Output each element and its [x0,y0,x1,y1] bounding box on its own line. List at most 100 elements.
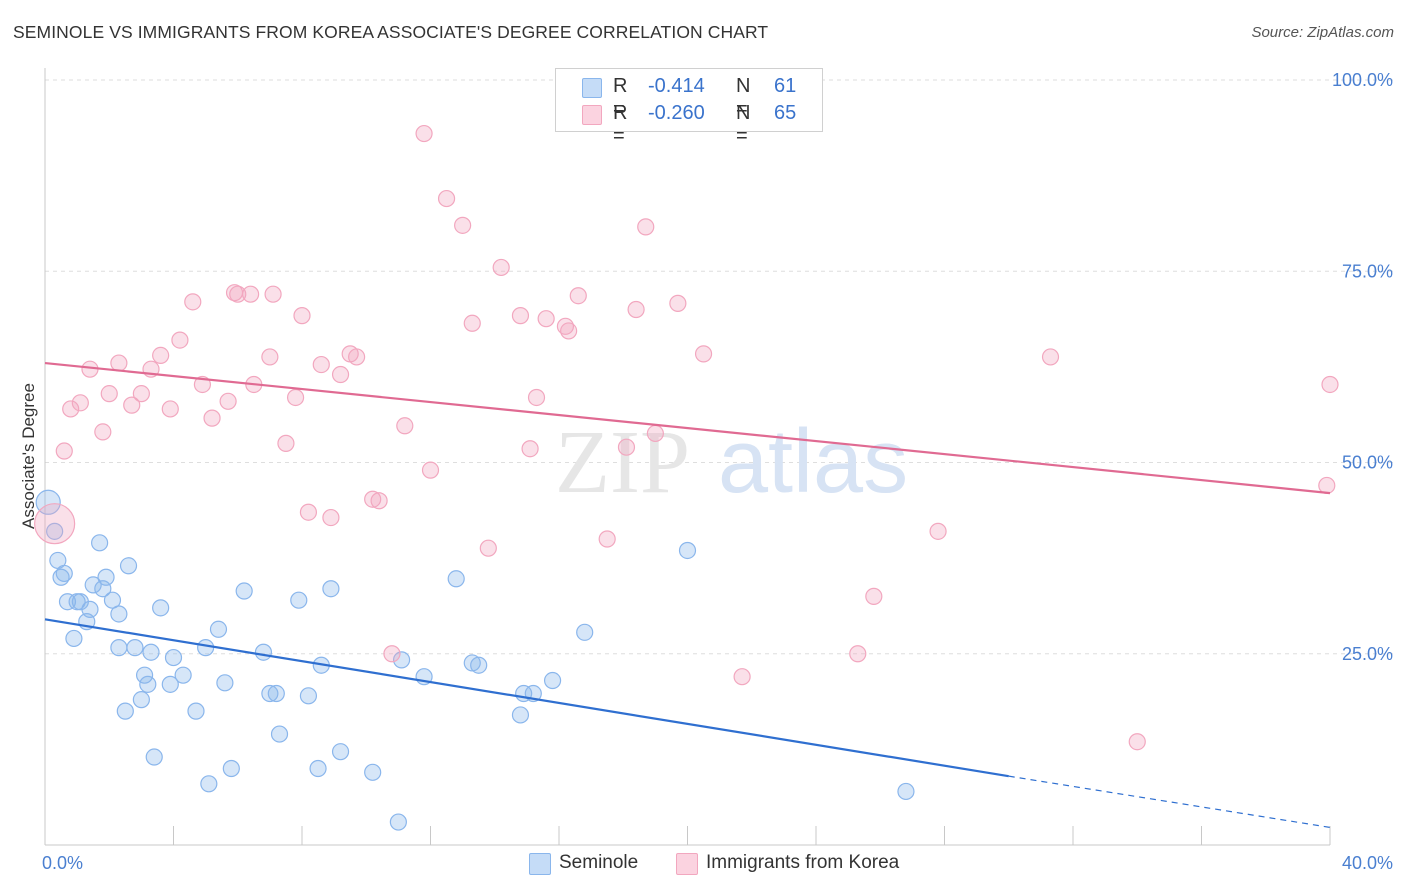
legend-n-value: 61 [774,75,797,97]
seminole-point [84,576,102,594]
seminole-point [897,782,915,801]
korea-point [479,539,497,557]
korea-point [322,508,340,527]
korea-point [161,400,179,418]
seminole-point [46,522,64,540]
korea-point [421,461,440,479]
legend-swatch-seminole [529,853,551,875]
legend-swatch-korea [676,853,698,875]
y-tick-label: 50.0% [1342,453,1393,473]
seminole-point [152,599,170,617]
grid [45,79,1393,655]
korea-point [62,400,80,418]
korea-point [556,317,575,335]
seminole-point [267,684,285,703]
korea-point [364,490,382,508]
seminole-point [126,639,144,657]
korea-point [132,385,150,403]
seminole-point [331,743,350,761]
korea-point [396,417,414,435]
korea-point [71,394,89,412]
korea-point [527,388,546,407]
legend-swatch-seminole [582,78,602,98]
watermark: ZIP atlas [555,412,908,512]
seminole-point [97,568,115,586]
seminole-point [290,591,308,609]
korea-point [55,442,73,460]
korea-point [1318,476,1336,495]
seminole-point [392,651,411,669]
seminole-point [470,656,488,674]
seminole-point [119,557,138,575]
seminole-point [543,671,562,690]
korea-point [299,503,318,521]
legend-n-label: N = [736,75,751,120]
legend-r-label: R = [613,75,628,120]
korea-point [511,307,530,325]
seminole-point [116,702,134,720]
korea-point [1128,733,1146,751]
seminole-point [164,648,183,667]
korea-trend-line [44,361,1331,495]
korea-point [569,287,587,305]
korea-point [242,285,260,303]
korea-point [171,331,189,349]
seminole-point [187,702,205,720]
seminole-point [174,666,192,684]
korea-point [34,503,76,545]
korea-point [521,440,539,458]
data-points [34,124,1339,831]
korea-point [152,346,170,364]
seminole-point [322,580,340,598]
korea-point [463,314,481,332]
legend-r-value: -0.260 [648,102,705,124]
seminole-trend-line [44,618,1009,778]
korea-point [849,645,867,663]
seminole-point [364,763,382,781]
korea-point [293,307,311,325]
korea-point [219,392,237,410]
seminole-point [309,759,327,778]
korea-point [437,189,456,208]
seminole-point [65,629,83,648]
korea-point [929,522,947,540]
legend-r-value: -0.414 [648,75,705,97]
korea-point [598,530,616,548]
korea-point [669,294,687,312]
korea-point [203,409,221,427]
y-tick-label: 100.0% [1332,70,1393,90]
korea-point [1321,375,1339,394]
korea-point [617,438,636,456]
korea-point [537,310,555,328]
korea-point [100,385,118,403]
korea-point [123,396,141,414]
korea-point [415,124,433,143]
legend-label-korea: Immigrants from Korea [706,852,900,873]
trend-lines [44,361,1331,828]
y-tick-label: 75.0% [1342,261,1393,281]
seminole-point [132,691,150,709]
seminole-point [261,684,279,703]
korea-point [312,355,330,374]
y-tick-label: 25.0% [1342,644,1393,664]
seminole-point [216,674,234,692]
seminole-point [447,570,465,588]
seminole-point [389,813,407,831]
seminole-point [511,706,530,724]
korea-point [229,285,247,303]
seminole-point [678,541,697,560]
korea-point [383,645,401,663]
legend-label-seminole: Seminole [559,852,639,873]
korea-point [94,423,112,441]
correlation-legend: R = -0.414 N = 61 R = -0.260 N = 65 [555,68,823,147]
korea-point [261,348,279,366]
chart-title: SEMINOLE VS IMMIGRANTS FROM KOREA ASSOCI… [13,22,769,42]
watermark-zip: ZIP [555,413,690,512]
seminole-point [145,748,163,766]
seminole-point [235,582,253,600]
y-axis-label: Associate's Degree [19,383,38,529]
korea-point [286,388,305,407]
seminole-point [91,534,109,552]
korea-point [264,285,282,303]
seminole-point [200,775,218,793]
